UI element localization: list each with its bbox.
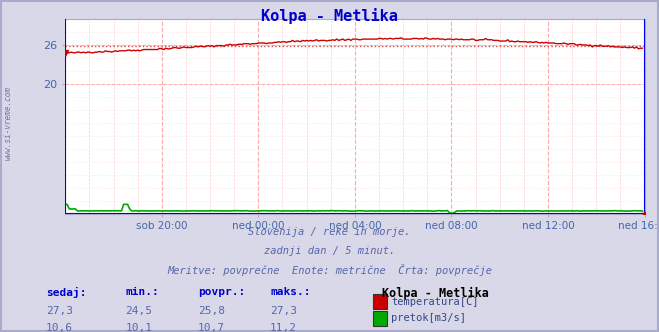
Text: maks.:: maks.:	[270, 287, 310, 297]
Text: 27,3: 27,3	[46, 306, 73, 316]
Text: sedaj:: sedaj:	[46, 287, 86, 298]
Text: temperatura[C]: temperatura[C]	[391, 297, 479, 307]
Text: min.:: min.:	[125, 287, 159, 297]
Text: 10,1: 10,1	[125, 323, 152, 332]
Text: 10,6: 10,6	[46, 323, 73, 332]
Text: 11,2: 11,2	[270, 323, 297, 332]
Text: www.si-vreme.com: www.si-vreme.com	[4, 86, 13, 160]
Text: Meritve: povprečne  Enote: metrične  Črta: povprečje: Meritve: povprečne Enote: metrične Črta:…	[167, 264, 492, 276]
Text: 25,8: 25,8	[198, 306, 225, 316]
Text: Slovenija / reke in morje.: Slovenija / reke in morje.	[248, 227, 411, 237]
Text: pretok[m3/s]: pretok[m3/s]	[391, 313, 467, 323]
Text: 10,7: 10,7	[198, 323, 225, 332]
Text: Kolpa - Metlika: Kolpa - Metlika	[382, 287, 489, 300]
Text: povpr.:: povpr.:	[198, 287, 245, 297]
Text: Kolpa - Metlika: Kolpa - Metlika	[261, 8, 398, 24]
Text: 24,5: 24,5	[125, 306, 152, 316]
Text: zadnji dan / 5 minut.: zadnji dan / 5 minut.	[264, 246, 395, 256]
Text: 27,3: 27,3	[270, 306, 297, 316]
